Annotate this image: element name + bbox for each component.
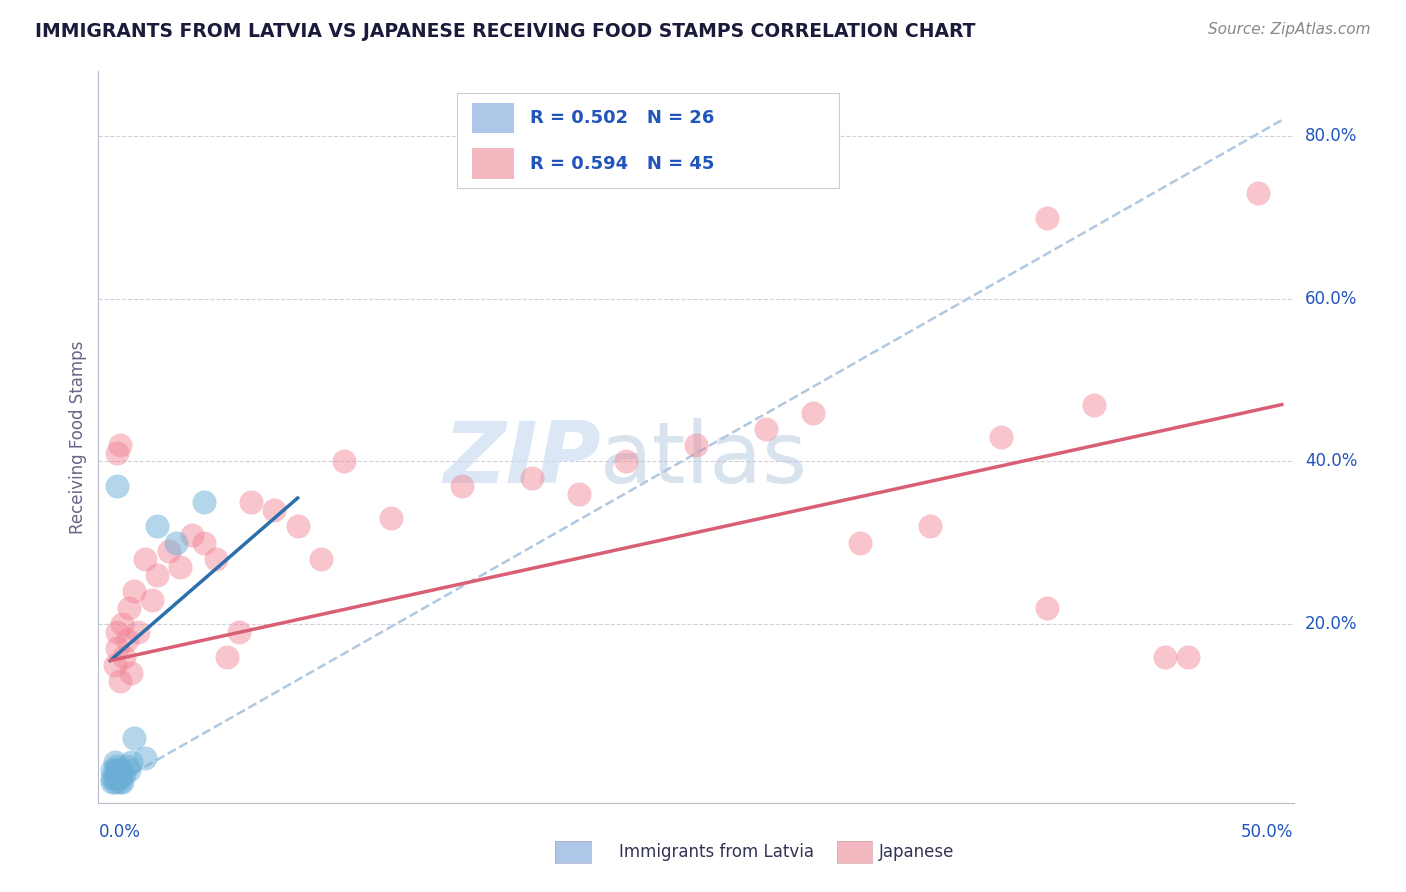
Point bbox=[134, 552, 156, 566]
Text: Japanese: Japanese bbox=[879, 843, 955, 861]
Point bbox=[1177, 649, 1199, 664]
Point bbox=[111, 775, 134, 789]
Point bbox=[755, 422, 778, 436]
Point bbox=[105, 641, 128, 656]
Point bbox=[568, 487, 591, 501]
Point bbox=[204, 552, 226, 566]
Point bbox=[146, 519, 169, 533]
Point bbox=[112, 767, 135, 781]
Text: IMMIGRANTS FROM LATVIA VS JAPANESE RECEIVING FOOD STAMPS CORRELATION CHART: IMMIGRANTS FROM LATVIA VS JAPANESE RECEI… bbox=[35, 22, 976, 41]
Text: 40.0%: 40.0% bbox=[1305, 452, 1358, 470]
Point bbox=[127, 625, 149, 640]
Point bbox=[239, 495, 262, 509]
Point bbox=[193, 495, 215, 509]
Text: Immigrants from Latvia: Immigrants from Latvia bbox=[619, 843, 814, 861]
Point bbox=[157, 544, 180, 558]
Point bbox=[287, 519, 309, 533]
Text: 20.0%: 20.0% bbox=[1305, 615, 1358, 633]
Point bbox=[801, 406, 824, 420]
Point bbox=[118, 764, 141, 778]
Point bbox=[685, 438, 707, 452]
Point bbox=[122, 731, 145, 745]
Point bbox=[118, 600, 141, 615]
Point bbox=[105, 772, 128, 786]
Point bbox=[108, 438, 131, 452]
Text: 60.0%: 60.0% bbox=[1305, 290, 1358, 308]
Point bbox=[105, 479, 128, 493]
Text: atlas: atlas bbox=[600, 417, 808, 500]
Point bbox=[193, 535, 215, 549]
Point bbox=[450, 479, 472, 493]
Point bbox=[105, 759, 128, 773]
Point bbox=[309, 552, 332, 566]
Text: 50.0%: 50.0% bbox=[1241, 823, 1294, 841]
Text: 0.0%: 0.0% bbox=[98, 823, 141, 841]
Point bbox=[120, 755, 142, 769]
Point bbox=[101, 775, 124, 789]
Point bbox=[134, 751, 156, 765]
Point bbox=[1036, 600, 1059, 615]
Point bbox=[122, 584, 145, 599]
Point bbox=[108, 772, 131, 786]
Point bbox=[104, 764, 127, 778]
Point bbox=[120, 665, 142, 680]
Point bbox=[228, 625, 250, 640]
Point bbox=[104, 772, 127, 786]
Y-axis label: Receiving Food Stamps: Receiving Food Stamps bbox=[69, 341, 87, 533]
Point bbox=[1036, 211, 1059, 225]
Point bbox=[990, 430, 1012, 444]
Point bbox=[380, 511, 402, 525]
Point bbox=[105, 446, 128, 460]
Point bbox=[112, 649, 135, 664]
Point bbox=[104, 657, 127, 672]
Text: Source: ZipAtlas.com: Source: ZipAtlas.com bbox=[1208, 22, 1371, 37]
Point bbox=[115, 633, 138, 648]
Point bbox=[115, 759, 138, 773]
Point bbox=[108, 775, 131, 789]
Point bbox=[263, 503, 285, 517]
Point bbox=[105, 764, 128, 778]
Point bbox=[333, 454, 356, 468]
Point bbox=[1153, 649, 1175, 664]
Point bbox=[105, 767, 128, 781]
Text: ZIP: ZIP bbox=[443, 417, 600, 500]
Point bbox=[141, 592, 163, 607]
Point bbox=[104, 775, 127, 789]
Point bbox=[108, 764, 131, 778]
Point bbox=[1083, 398, 1105, 412]
Point bbox=[101, 764, 124, 778]
Point bbox=[101, 772, 124, 786]
Point bbox=[169, 560, 191, 574]
Point bbox=[105, 625, 128, 640]
Text: 80.0%: 80.0% bbox=[1305, 128, 1358, 145]
Point bbox=[181, 527, 204, 541]
Point bbox=[165, 535, 187, 549]
Point bbox=[920, 519, 942, 533]
Point bbox=[1247, 186, 1270, 201]
Point bbox=[146, 568, 169, 582]
Point bbox=[520, 471, 543, 485]
Point bbox=[849, 535, 872, 549]
Point bbox=[108, 673, 131, 688]
Point bbox=[111, 617, 134, 632]
Point bbox=[111, 764, 134, 778]
Point bbox=[104, 755, 127, 769]
Point bbox=[217, 649, 239, 664]
Point bbox=[614, 454, 637, 468]
